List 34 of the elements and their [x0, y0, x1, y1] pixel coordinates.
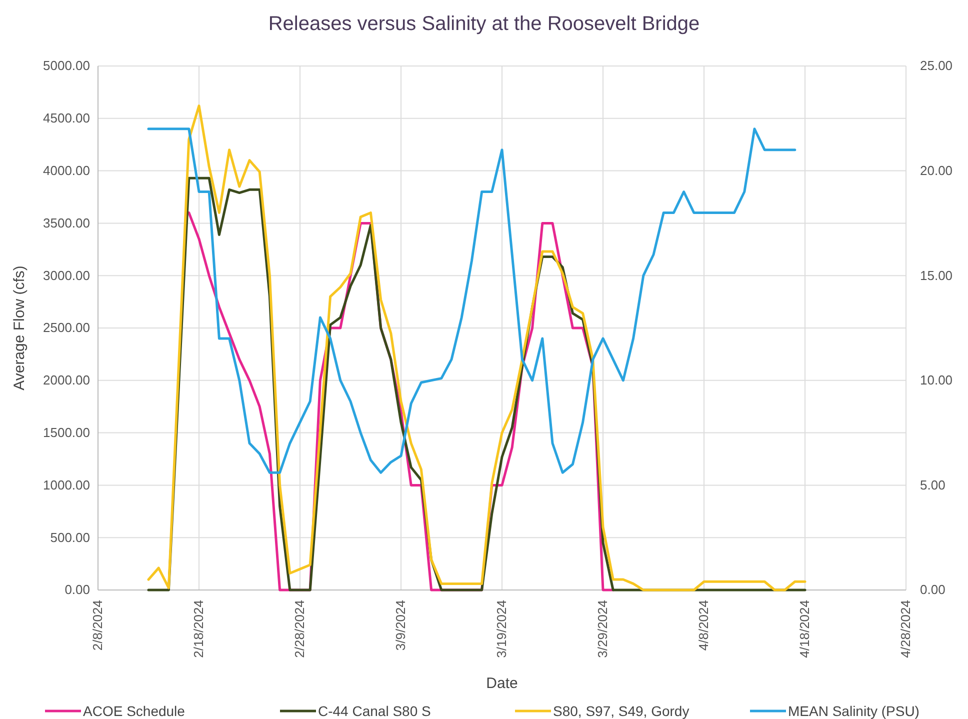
y2-tick-label: 0.00: [920, 582, 946, 598]
y2-tick-label: 10.00: [920, 372, 953, 388]
line-series: [147, 128, 796, 474]
y-tick-label: 1500.00: [43, 424, 90, 440]
y2-tick-label: 5.00: [920, 477, 946, 492]
y2-tick-label: 15.00: [920, 268, 953, 283]
y-tick-label: 5000.00: [43, 58, 90, 74]
y-axis-title: Average Flow (cfs): [11, 266, 28, 390]
chart-title: Releases versus Salinity at the Roosevelt Bridge: [268, 13, 700, 35]
x-tick-label: 2/18/2024: [191, 600, 206, 658]
y-tick-label: 3500.00: [43, 215, 90, 230]
y-tick-label: 1000.00: [43, 477, 90, 492]
x-tick-label: 3/9/2024: [393, 600, 408, 651]
x-tick-label: 4/8/2024: [696, 600, 712, 651]
y-tick-label: 500.00: [50, 530, 90, 545]
legend-label: ACOE Schedule: [83, 703, 186, 719]
y-tick-label: 4500.00: [43, 110, 90, 126]
legend-label: S80, S97, S49, Gordy: [553, 703, 690, 719]
legend-label: MEAN Salinity (PSU): [788, 703, 920, 719]
x-tick-label: 4/28/2024: [898, 600, 914, 658]
x-tick-label: 3/29/2024: [595, 600, 610, 658]
x-tick-label: 3/19/2024: [494, 600, 510, 658]
legend-label: C-44 Canal S80 S: [318, 703, 431, 719]
x-tick-label: 2/28/2024: [292, 600, 308, 658]
y-tick-label: 2000.00: [43, 372, 90, 388]
y2-tick-label: 25.00: [920, 58, 953, 74]
y-tick-label: 3000.00: [43, 268, 90, 283]
x-axis-title: Date: [486, 675, 518, 692]
y2-tick-label: 20.00: [920, 162, 953, 178]
y-tick-label: 4000.00: [43, 162, 90, 178]
y-tick-label: 0.00: [64, 582, 90, 598]
x-tick-label: 2/8/2024: [90, 600, 106, 651]
x-tick-label: 4/18/2024: [797, 600, 812, 658]
y-tick-label: 2500.00: [43, 320, 90, 336]
